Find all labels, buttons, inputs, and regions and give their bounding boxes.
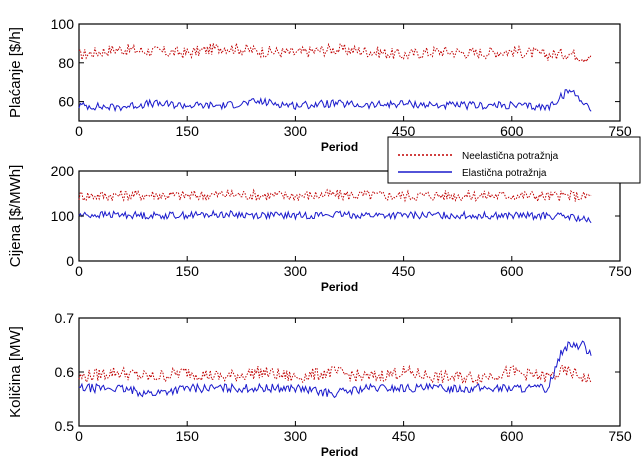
series-line-elastic	[78, 340, 592, 399]
y-axis-label: Cijena [$/MWh]	[7, 165, 24, 268]
y-tick-label: 80	[58, 55, 74, 71]
x-tick-label: 150	[176, 123, 200, 139]
x-tick-label: 150	[176, 263, 200, 279]
series-line-inelastic	[78, 42, 592, 64]
x-tick-label: 450	[392, 263, 416, 279]
x-tick-label: 600	[500, 123, 524, 139]
y-tick-label: 100	[51, 208, 75, 224]
x-tick-label: 300	[284, 123, 308, 139]
y-tick-label: 0	[66, 253, 74, 269]
x-tick-label: 600	[500, 428, 524, 444]
x-tick-label: 450	[392, 123, 416, 139]
x-tick-label: 0	[75, 123, 83, 139]
series-line-inelastic	[78, 364, 592, 385]
plot-frame	[78, 23, 621, 122]
x-tick-label: 450	[392, 428, 416, 444]
x-axis-label: Period	[321, 280, 358, 294]
chart-panel-3: 0 150 300 450 600 750 0.5 0.6 0.7 Period Količina …	[7, 310, 632, 459]
x-tick-label: 0	[75, 263, 83, 279]
series-line-elastic	[78, 209, 592, 224]
x-tick-label: 300	[284, 428, 308, 444]
x-tick-label: 750	[608, 428, 632, 444]
x-tick-label: 300	[284, 263, 308, 279]
chart-panel-1: 0 150 300 450 600 750 60 80 100 Period Plaćanje [$…	[7, 16, 632, 154]
legend: Neelastična potražnja Elastična potražnj…	[387, 136, 641, 184]
x-tick-label: 750	[608, 263, 632, 279]
y-tick-label: 100	[51, 16, 75, 32]
y-tick-label: 0.7	[55, 310, 75, 326]
series-line-elastic	[78, 89, 592, 113]
x-tick-label: 150	[176, 428, 200, 444]
y-tick-label: 0.5	[55, 418, 75, 434]
plot-frame	[78, 317, 621, 427]
x-axis-label: Period	[321, 445, 358, 459]
y-axis-label: Količina [MW]	[7, 326, 24, 418]
y-axis-label: Plaćanje [$/h]	[7, 27, 24, 118]
series-line-inelastic	[78, 188, 592, 204]
y-tick-label: 0.6	[55, 364, 75, 380]
x-tick-label: 600	[500, 263, 524, 279]
legend-label-elastic: Elastična potražnja	[462, 168, 547, 179]
x-tick-label: 0	[75, 428, 83, 444]
x-tick-label: 750	[608, 123, 632, 139]
legend-label-inelastic: Neelastična potražnja	[462, 151, 559, 162]
legend-box	[387, 136, 641, 184]
x-axis-label: Period	[321, 140, 358, 154]
y-tick-label: 200	[51, 163, 75, 179]
chart-panel-2: 0 150 300 450 600 750 0 100 200 Period Cijena [$/M…	[7, 163, 632, 294]
y-tick-label: 60	[58, 94, 74, 110]
